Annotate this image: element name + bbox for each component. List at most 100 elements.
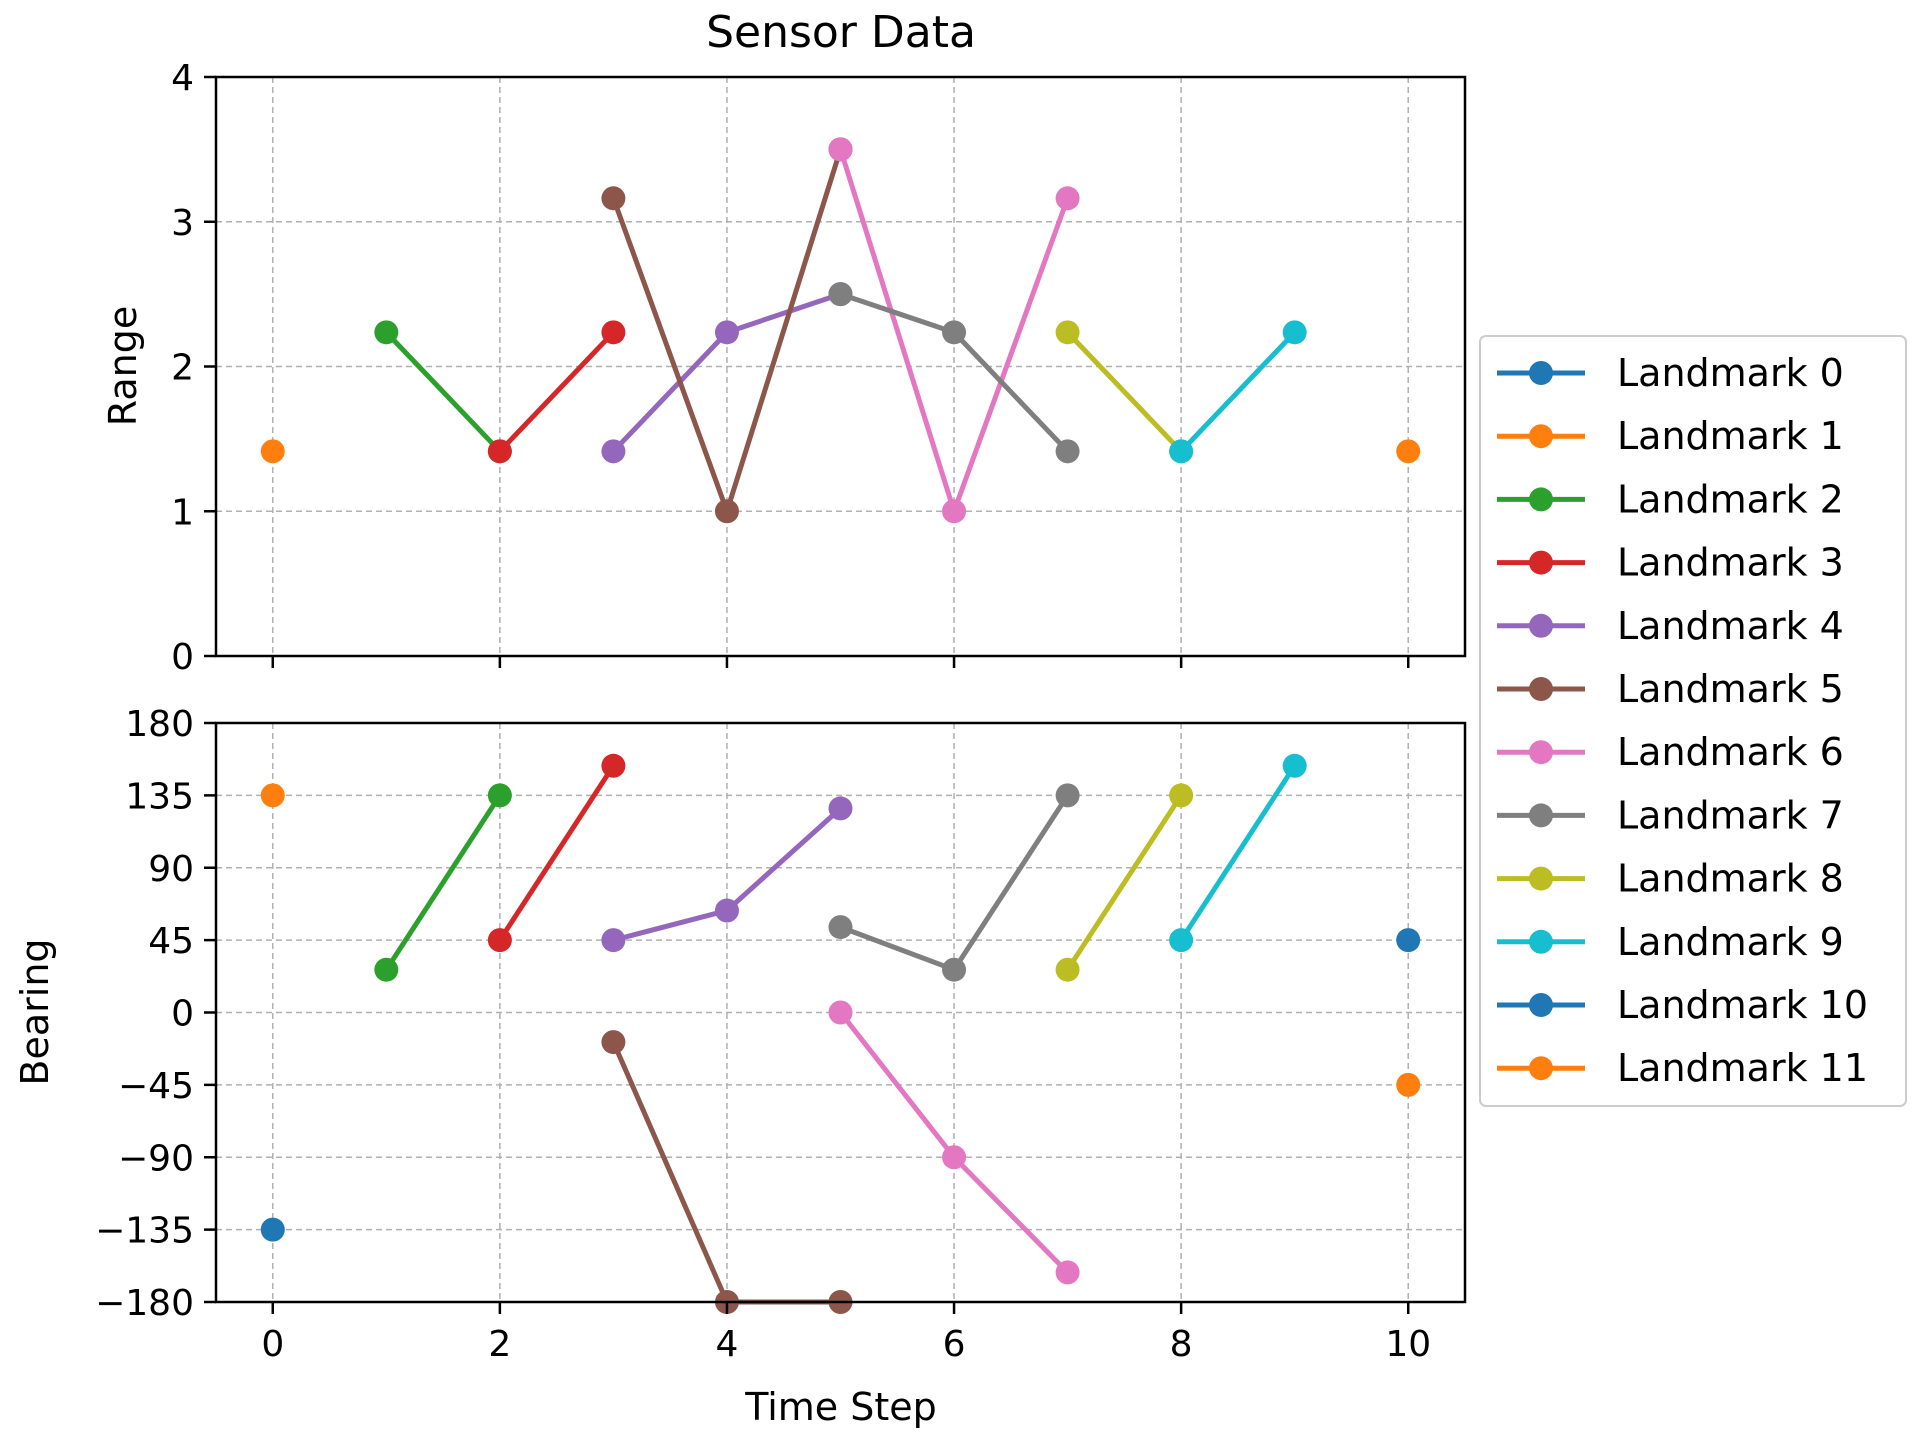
legend-label: Landmark 1	[1617, 414, 1844, 458]
legend-entry: Landmark 6	[1497, 730, 1844, 774]
legend-label: Landmark 9	[1617, 920, 1844, 964]
bearing-ytick-label: −45	[118, 1066, 194, 1107]
legend: Landmark 0 Landmark 1 Landmark 2 Landmark 3…	[1479, 335, 1907, 1107]
legend-label: Landmark 3	[1617, 541, 1844, 585]
range-series	[260, 137, 1421, 524]
legend-label: Landmark 4	[1617, 604, 1844, 648]
bearing-landmark-8-point	[1055, 957, 1080, 982]
bearing-landmark-2-point	[374, 957, 399, 982]
legend-label: Landmark 5	[1617, 667, 1844, 711]
range-landmark-1-point	[260, 439, 285, 464]
bearing-ytick-label: 90	[148, 849, 194, 890]
time-step-axis-label: Time Step	[744, 1385, 937, 1429]
bearing-ytick-label: 45	[148, 921, 194, 962]
range-landmark-11-point	[1396, 439, 1421, 464]
bearing-xtick-label: 4	[716, 1324, 739, 1365]
bearing-xtick-label: 6	[943, 1324, 966, 1365]
legend-entry: Landmark 5	[1497, 667, 1844, 711]
range-panel: 0 1 2 3 4 Range	[101, 58, 1467, 678]
legend-marker-swatch	[1529, 550, 1553, 575]
bearing-landmark-10-point	[1396, 928, 1421, 953]
bearing-axis-label: Bearing	[13, 938, 57, 1085]
legend-marker-swatch	[1529, 613, 1553, 638]
legend-entry: Landmark 3	[1497, 541, 1844, 585]
bearing-panel: 0 2 4 6 8 10 −180 −135 −90 −45 0 45 90 135 180 Bearing…	[13, 704, 1467, 1429]
bearing-landmark-3-point	[487, 928, 512, 953]
range-landmark-5-point	[601, 186, 626, 211]
legend-marker-swatch	[1529, 424, 1553, 449]
range-landmark-5-point	[714, 499, 739, 524]
legend-label: Landmark 6	[1617, 730, 1844, 774]
bearing-landmark-9-point	[1282, 753, 1307, 778]
legend-entry: Landmark 2	[1497, 477, 1844, 521]
legend-entry: Landmark 11	[1497, 1046, 1868, 1090]
range-landmark-3-line	[498, 330, 616, 454]
bearing-xtick-label: 2	[488, 1324, 511, 1365]
legend-marker-swatch	[1529, 677, 1553, 701]
legend-entry: Landmark 1	[1497, 414, 1844, 458]
bearing-landmark-7-point	[828, 915, 853, 940]
range-ytick-label: 4	[171, 58, 194, 99]
bearing-ytick-label: −90	[118, 1138, 194, 1179]
range-landmark-7-point	[1055, 439, 1080, 464]
range-landmark-3-point	[601, 320, 626, 345]
legend-entries: Landmark 0 Landmark 1 Landmark 2 Landmark 3…	[1497, 351, 1868, 1090]
range-landmark-4-point	[601, 439, 626, 464]
bearing-landmark-5-point	[601, 1030, 626, 1055]
legend-frame	[1479, 335, 1907, 1107]
bearing-ticks: 0 2 4 6 8 10 −180 −135 −90 −45 0 45 90 135 180	[95, 704, 1431, 1365]
legend-marker-swatch	[1529, 1056, 1553, 1081]
range-landmark-9-point	[1169, 439, 1194, 464]
legend-marker-swatch	[1529, 487, 1553, 512]
bearing-landmark-7-point	[1055, 783, 1080, 808]
legend-marker-swatch	[1529, 929, 1553, 954]
bearing-ytick-label: 180	[125, 704, 194, 745]
bearing-landmark-7-point	[942, 957, 967, 982]
range-ytick-label: 3	[171, 203, 194, 244]
bearing-landmark-1-point	[260, 783, 285, 808]
legend-marker-swatch	[1529, 866, 1553, 891]
range-landmark-7-point	[942, 320, 967, 345]
range-landmark-2-point	[374, 320, 399, 345]
range-ytick-label: 2	[171, 348, 194, 389]
bearing-landmark-11-point	[1396, 1072, 1421, 1097]
legend-marker-swatch	[1529, 803, 1553, 828]
bearing-landmark-9-point	[1169, 928, 1194, 953]
range-landmark-6-point	[942, 499, 967, 524]
bearing-landmark-4-point	[714, 898, 739, 923]
range-landmark-4-point	[714, 320, 739, 345]
bearing-landmark-2-line	[384, 794, 502, 972]
legend-label: Landmark 8	[1617, 857, 1844, 901]
bearing-landmark-0-point	[260, 1217, 285, 1242]
bearing-landmark-6-point	[828, 1000, 853, 1025]
range-landmark-8-line	[1065, 330, 1183, 454]
bearing-ytick-label: −180	[95, 1283, 194, 1324]
range-landmark-2-line	[384, 330, 502, 454]
range-axis-label: Range	[101, 306, 145, 426]
bearing-ytick-label: −135	[95, 1211, 194, 1252]
range-landmark-6-point	[1055, 186, 1080, 211]
legend-entry: Landmark 8	[1497, 857, 1844, 901]
range-landmark-9-point	[1282, 320, 1307, 345]
legend-entry: Landmark 0	[1497, 351, 1844, 395]
legend-entry: Landmark 4	[1497, 604, 1844, 648]
bearing-landmark-6-point	[942, 1145, 967, 1170]
range-landmark-8-point	[1055, 320, 1080, 345]
figure-title: Sensor Data	[706, 7, 976, 58]
range-landmark-7-point	[828, 282, 853, 307]
bearing-landmark-4-point	[828, 796, 853, 821]
bearing-xtick-label: 8	[1170, 1324, 1193, 1365]
bearing-landmark-2-point	[487, 783, 512, 808]
range-ytick-label: 0	[171, 637, 194, 678]
bearing-xtick-label: 0	[261, 1324, 284, 1365]
legend-label: Landmark 0	[1617, 351, 1844, 395]
bearing-ytick-label: 135	[125, 776, 194, 817]
bearing-landmark-3-line	[497, 764, 616, 942]
range-ticks: 0 1 2 3 4	[171, 58, 1410, 678]
range-landmark-6-point	[828, 137, 853, 162]
legend-label: Landmark 11	[1617, 1046, 1868, 1090]
bearing-landmark-4-point	[601, 928, 626, 953]
range-ytick-label: 1	[171, 492, 194, 533]
bearing-landmark-6-point	[1055, 1260, 1080, 1285]
